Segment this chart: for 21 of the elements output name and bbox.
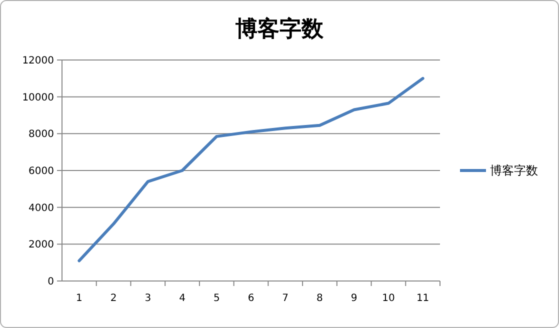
y-tick-label: 8000	[28, 129, 54, 140]
y-tick-label: 6000	[28, 166, 54, 177]
y-tick-label: 4000	[28, 202, 54, 214]
x-tick-label: 9	[350, 293, 358, 304]
x-tick-label: 3	[144, 293, 152, 304]
x-tick-label: 6	[248, 293, 254, 304]
line-series	[78, 76, 424, 262]
y-tick-label: 10000	[22, 92, 54, 104]
legend-label: 博客字数	[490, 164, 538, 178]
x-tick-label: 5	[213, 293, 220, 304]
x-tick-label: 11	[416, 293, 430, 304]
chart-title: 博客字数	[234, 16, 324, 42]
x-tick-label: 4	[179, 293, 186, 304]
x-tick-label: 8	[316, 293, 323, 304]
x-tick-label: 7	[282, 293, 289, 304]
x-tick-label: 2	[110, 293, 117, 304]
y-tick-label: 12000	[22, 56, 54, 66]
y-tick-label: 0	[48, 276, 54, 288]
y-tick-label: 2000	[28, 240, 54, 251]
x-tick-label: 1	[76, 293, 82, 304]
x-tick-label: 10	[382, 293, 395, 304]
